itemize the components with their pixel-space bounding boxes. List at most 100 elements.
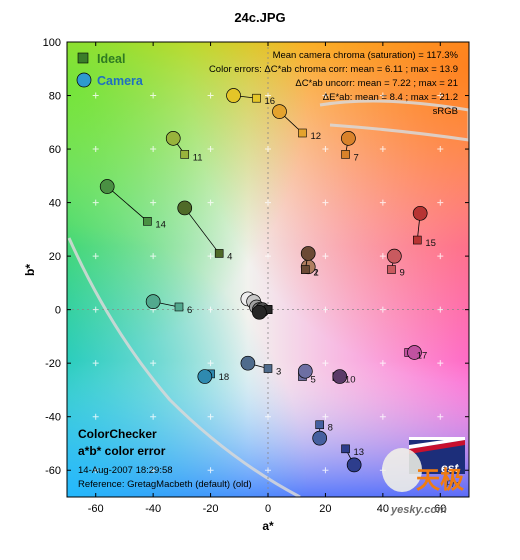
camera-circle-marker <box>341 131 356 146</box>
grid-plus-marker <box>265 92 271 99</box>
grid-plus-marker <box>207 306 214 313</box>
camera-circle-marker <box>300 246 316 261</box>
x-tick-label: -20 <box>203 503 219 515</box>
grid-plus-marker <box>150 146 157 153</box>
y-tick-label: -60 <box>45 465 61 477</box>
x-tick-label: 60 <box>434 503 446 515</box>
patch-label: 11 <box>193 152 203 163</box>
grid-plus-marker <box>437 360 444 367</box>
x-tick-label: -40 <box>145 503 161 515</box>
grid-plus-marker <box>265 413 271 420</box>
grid-plus-marker <box>322 306 329 313</box>
y-tick-label: 40 <box>49 198 61 210</box>
chart-title: 24c.JPG <box>234 10 285 25</box>
patch-label: 16 <box>265 96 276 107</box>
patch-label: 17 <box>417 350 428 361</box>
patch-label: 7 <box>354 152 359 163</box>
camera-circle-marker <box>197 369 213 384</box>
stats-line-5: sRGB <box>433 106 458 117</box>
grid-plus-marker <box>207 92 214 99</box>
x-axis-label: a* <box>262 519 274 533</box>
stats-line-2: Color errors: ΔC*ab chroma corr: mean = … <box>209 64 458 75</box>
grid-plus-marker <box>437 92 444 99</box>
axis-ticks: -60 -40 -20 0 20 40 60 100 80 60 40 20 0 -20 -40 -60 <box>43 37 469 515</box>
legend: Ideal Camera <box>76 52 144 88</box>
patch-label: 1 <box>313 268 318 279</box>
camera-circle-marker <box>240 355 256 371</box>
camera-circle-marker <box>272 104 287 119</box>
y-tick-label: 20 <box>49 251 61 263</box>
ideal-square-marker <box>180 150 190 159</box>
camera-circle-marker <box>99 179 115 194</box>
grid-plus-marker <box>322 467 329 474</box>
grid-plus-marker <box>150 467 157 474</box>
camera-circle-marker <box>252 304 267 320</box>
x-tick-label: 20 <box>319 503 331 515</box>
srgb-gamut-boundary-left <box>67 237 301 497</box>
y-axis-label: b* <box>23 264 37 276</box>
y-tick-label: 100 <box>43 37 61 49</box>
patch-label: 5 <box>310 375 315 386</box>
grid-plus-marker <box>150 199 157 206</box>
grid-plus-marker <box>207 467 214 474</box>
grid-plus-marker <box>379 360 386 367</box>
grid-plus-marker <box>379 306 386 313</box>
data-series: 2 3 4 5 6 7 8 9 10 11 12 13 14 15 16 17 18 1 <box>99 88 436 473</box>
y-tick-label: -20 <box>45 358 61 370</box>
watermark-chinese: 天极 <box>416 466 464 494</box>
ideal-square-marker <box>214 249 224 258</box>
grid-plus-marker <box>322 146 329 153</box>
y-tick-label: 0 <box>55 305 61 317</box>
patch-label: 4 <box>227 251 232 262</box>
caption-line-1: ColorChecker <box>78 427 157 441</box>
grid-plus-marker <box>379 146 386 153</box>
y-tick-label: -40 <box>45 412 61 424</box>
camera-circle-marker <box>297 363 313 379</box>
caption-date: 14-Aug-2007 18:29:58 <box>78 465 173 476</box>
grid-plus-marker <box>379 413 386 420</box>
legend-ideal-label: Ideal <box>97 52 126 66</box>
patch-label: 9 <box>399 268 404 279</box>
grid-plus-marker <box>92 467 99 474</box>
grid-plus-marker <box>150 413 157 420</box>
ideal-square-marker <box>315 420 324 430</box>
grid-plus-marker <box>265 253 271 260</box>
grid-plus-marker <box>207 253 214 260</box>
yesky-logo: yesky.com 天极 <box>382 448 464 516</box>
x-tick-label: -60 <box>88 503 104 515</box>
ideal-square-marker <box>413 235 422 245</box>
grid-plus-marker <box>207 199 214 206</box>
camera-circle-marker <box>412 205 428 221</box>
grid-plus-marker <box>207 413 214 420</box>
patch-label: 12 <box>310 131 321 142</box>
ideal-square-marker <box>298 128 307 138</box>
ideal-square-marker <box>387 265 396 274</box>
srgb-gamut-boundary-right <box>319 99 469 142</box>
ideal-square-marker <box>252 93 261 103</box>
x-tick-label: 0 <box>265 503 271 515</box>
x-tick-label: 40 <box>377 503 389 515</box>
grid-plus-marker <box>92 360 99 367</box>
stats-box: Mean camera chroma (saturation) = 117.3%… <box>209 50 459 117</box>
grid-plus-marker <box>92 413 99 420</box>
watermark-site: yesky.com <box>390 504 447 516</box>
patch-label: 3 <box>276 367 281 378</box>
grid-plus-marker <box>437 253 444 260</box>
camera-circle-marker <box>332 369 348 384</box>
grid-plus-marker <box>150 92 157 99</box>
stats-line-4: ΔE*ab: mean = 8.4 ; max = 21.2 <box>323 92 458 103</box>
watermark-brand-sub: Pro <box>446 479 460 489</box>
grid-plus-marker <box>437 199 444 206</box>
grid-plus-marker <box>322 253 329 260</box>
grid-plus-marker <box>150 360 157 367</box>
camera-circle-marker <box>177 200 193 216</box>
y-tick-label: 60 <box>49 144 61 156</box>
grid-plus-marker <box>265 146 271 153</box>
grid-plus-marker <box>322 92 329 99</box>
ideal-square-marker <box>341 444 350 454</box>
grid-plus-marker <box>379 92 386 99</box>
watermark-brand-text: est <box>441 461 459 475</box>
grid-plus-marker <box>92 199 99 206</box>
grid-plus-marker <box>92 306 99 313</box>
